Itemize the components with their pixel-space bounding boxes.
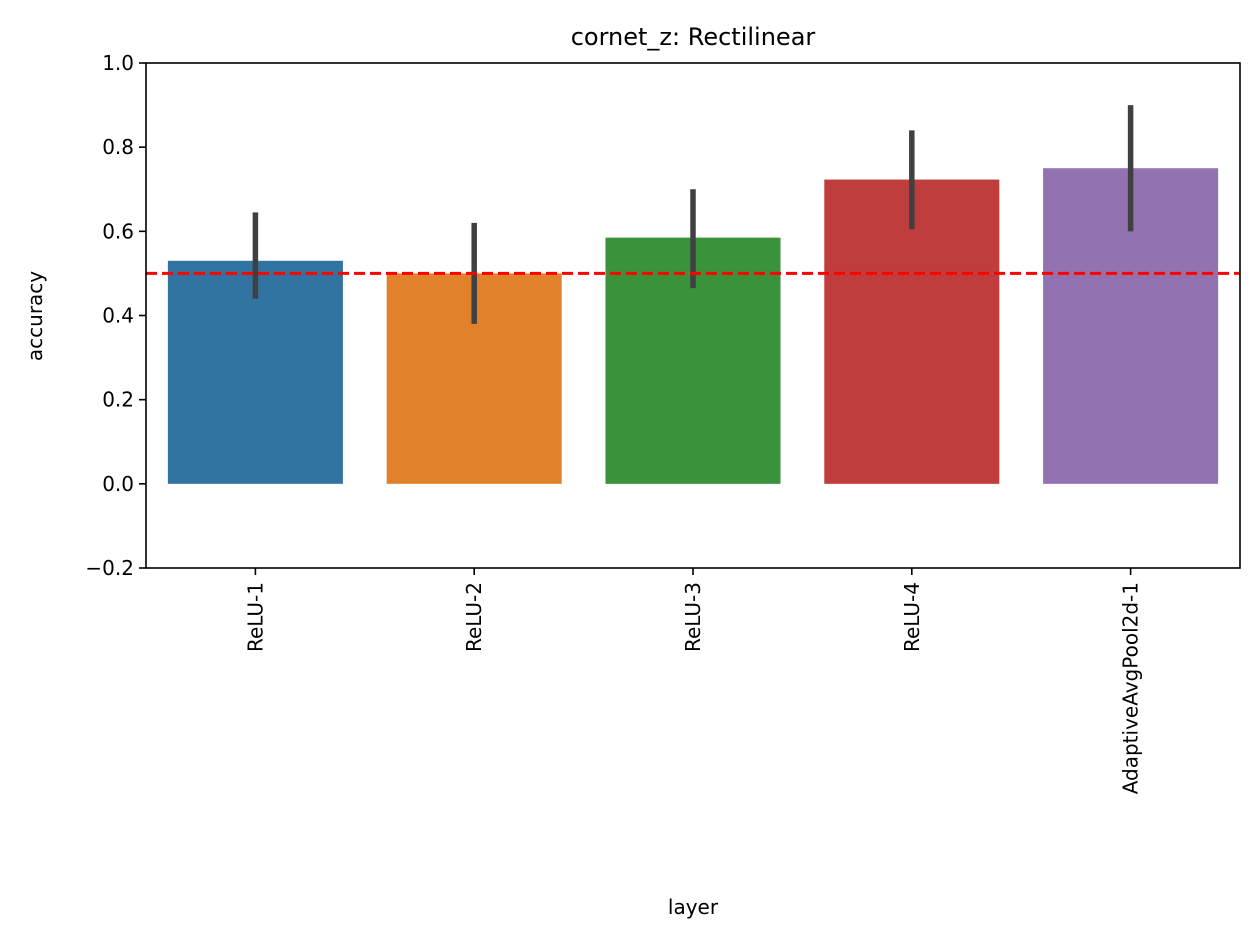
y-tick-label: −0.2 [85,556,134,580]
y-tick-label: 0.8 [102,135,134,159]
y-tick-label: 0.4 [102,304,134,328]
y-tick-label: 0.0 [102,472,134,496]
x-axis-label: layer [668,895,719,919]
x-tick-label: ReLU-1 [243,582,267,652]
x-tick-label: ReLU-4 [900,582,924,652]
y-axis-label: accuracy [23,271,47,361]
x-tick-label: AdaptiveAvgPool2d-1 [1119,582,1143,794]
y-tick-label: 0.6 [102,219,134,243]
x-axis-ticks: ReLU-1 ReLU-2 ReLU-3 ReLU-4 AdaptiveAvgPool2… [243,568,1143,794]
x-tick-label: ReLU-3 [681,582,705,652]
y-tick-label: 0.2 [102,388,134,412]
chart-title: cornet_z: Rectilinear [571,23,816,51]
x-tick-label: ReLU-2 [462,582,486,652]
bar-ReLU-4 [824,179,1000,484]
y-tick-label: 1.0 [102,51,134,75]
bars-group [167,168,1219,484]
y-axis-ticks: −0.2 0.0 0.2 0.4 0.6 0.8 1.0 [85,51,146,580]
